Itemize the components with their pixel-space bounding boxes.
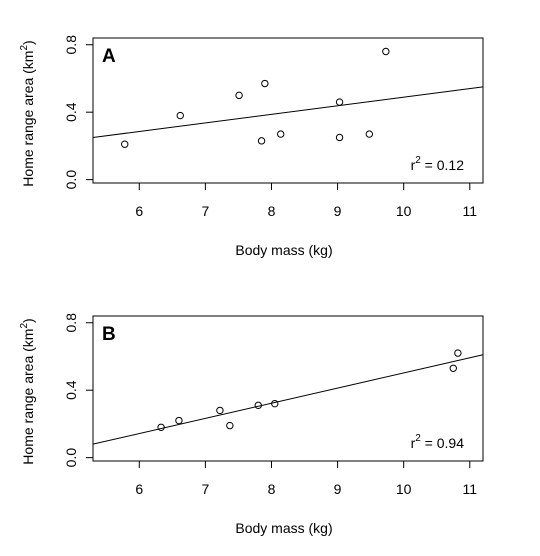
- data-point: [261, 79, 269, 88]
- x-tick-label: 6: [135, 203, 143, 219]
- data-point: [121, 140, 129, 148]
- panel-letter: A: [102, 46, 116, 67]
- x-tick-label: 10: [396, 203, 412, 219]
- x-tick-label: 7: [201, 203, 209, 219]
- x-tick-label: 11: [463, 203, 478, 219]
- x-tick-label: 11: [463, 481, 478, 497]
- data-point: [271, 399, 279, 408]
- data-point: [254, 401, 262, 410]
- x-tick-label: 8: [268, 203, 276, 219]
- x-tick-label: 10: [396, 481, 412, 497]
- data-point: [382, 47, 390, 56]
- data-point: [176, 111, 184, 120]
- data-point: [257, 137, 266, 145]
- y-tick-label: 0.4: [63, 380, 79, 400]
- panel-a: 6 7 8 9 10 11 0.0 0.4 0.8 Body mass (kg) Home rang…: [19, 35, 484, 258]
- data-point: [365, 130, 374, 138]
- r-squared-annotation: r2 = 0.94: [411, 433, 465, 451]
- data-point: [277, 130, 285, 138]
- data-point: [157, 423, 165, 431]
- panel-letter: B: [102, 324, 116, 345]
- y-tick-label: 0.4: [63, 102, 79, 122]
- data-point: [216, 406, 224, 415]
- r-squared-annotation: r2 = 0.12: [411, 155, 465, 173]
- x-axis-label: Body mass (kg): [235, 242, 332, 258]
- x-tick-label: 9: [334, 203, 342, 219]
- x-tick-label: 6: [135, 481, 143, 497]
- data-point: [454, 349, 462, 357]
- x-tick-label: 9: [334, 481, 342, 497]
- y-tick-label: 0.0: [63, 448, 79, 468]
- panel-b: 6 7 8 9 10 11 0.0 0.4 0.8 Body mass (kg) Home rang…: [19, 313, 484, 536]
- data-point: [335, 133, 344, 142]
- y-tick-label: 0.8: [63, 313, 79, 333]
- data-point: [449, 364, 457, 372]
- data-point: [235, 91, 243, 100]
- y-axis-label: Home range area (km2): [19, 40, 36, 186]
- x-axis-label: Body mass (kg): [235, 520, 332, 536]
- y-axis-label: Home range area (km2): [19, 318, 36, 464]
- y-tick-label: 0.8: [63, 35, 79, 55]
- x-tick-label: 8: [268, 481, 276, 497]
- y-tick-label: 0.0: [63, 170, 79, 190]
- x-tick-label: 7: [201, 481, 209, 497]
- data-point: [175, 416, 183, 425]
- regression-line: [92, 354, 484, 445]
- data-point: [226, 421, 234, 430]
- data-point: [335, 98, 344, 106]
- regression-line: [92, 86, 484, 138]
